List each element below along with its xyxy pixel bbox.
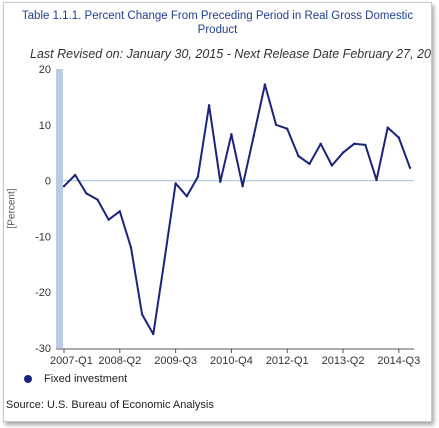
- legend-label: Fixed investment: [44, 373, 128, 385]
- data-point: [85, 192, 88, 195]
- y-tick-label: 20: [39, 64, 51, 76]
- data-point: [174, 182, 177, 185]
- data-point: [152, 332, 155, 336]
- x-tick-label: 2012-Q1: [266, 355, 309, 367]
- y-tick-label: -10: [35, 231, 51, 243]
- data-point: [352, 142, 356, 145]
- data-point: [230, 133, 233, 136]
- data-point: [118, 210, 122, 213]
- data-point: [241, 184, 244, 188]
- y-tick-label: 0: [45, 176, 51, 188]
- data-point: [107, 218, 110, 221]
- legend-marker: [24, 375, 32, 383]
- series-line: [63, 83, 411, 336]
- chart-title: Table 1.1.1. Percent Change From Precedi…: [21, 10, 414, 36]
- data-point: [319, 142, 322, 145]
- data-point: [207, 104, 211, 107]
- data-point: [308, 162, 311, 166]
- data-point: [386, 126, 389, 129]
- data-point: [62, 184, 66, 188]
- x-tick-label: 2013-Q2: [322, 355, 365, 367]
- y-tick-label: -20: [35, 287, 51, 299]
- x-tick-label: 2009-Q3: [154, 355, 197, 367]
- x-tick-label: 2010-Q4: [210, 355, 253, 367]
- data-point: [286, 127, 289, 130]
- data-point: [185, 195, 188, 198]
- data-point: [397, 136, 401, 139]
- y-axis-band: [56, 69, 63, 348]
- data-point: [73, 173, 77, 177]
- legend: Fixed investment: [24, 373, 127, 385]
- data-point: [297, 154, 300, 158]
- y-tick-label: -30: [35, 343, 51, 355]
- data-point: [330, 164, 334, 167]
- y-tick-label: 10: [39, 120, 51, 132]
- data-point: [163, 258, 166, 262]
- source-note: Source: U.S. Bureau of Economic Analysis: [6, 399, 214, 411]
- data-point: [219, 180, 222, 183]
- chart-frame: Table 1.1.1. Percent Change From Precedi…: [3, 2, 432, 422]
- data-point: [364, 143, 367, 147]
- data-point: [96, 198, 99, 201]
- data-point: [375, 178, 378, 182]
- data-point: [252, 134, 255, 138]
- data-point: [408, 166, 412, 169]
- x-tick-label: 2008-Q2: [98, 355, 141, 367]
- data-point: [129, 246, 133, 249]
- data-point: [196, 175, 200, 178]
- data-point: [341, 151, 345, 154]
- data-point: [274, 123, 278, 127]
- chart-subtitle: Last Revised on: January 30, 2015 - Next…: [30, 47, 432, 61]
- x-tick-label: 2007-Q1: [50, 355, 93, 367]
- x-tick-label: 2014-Q3: [377, 355, 420, 367]
- data-point: [263, 83, 267, 86]
- data-point: [140, 313, 144, 316]
